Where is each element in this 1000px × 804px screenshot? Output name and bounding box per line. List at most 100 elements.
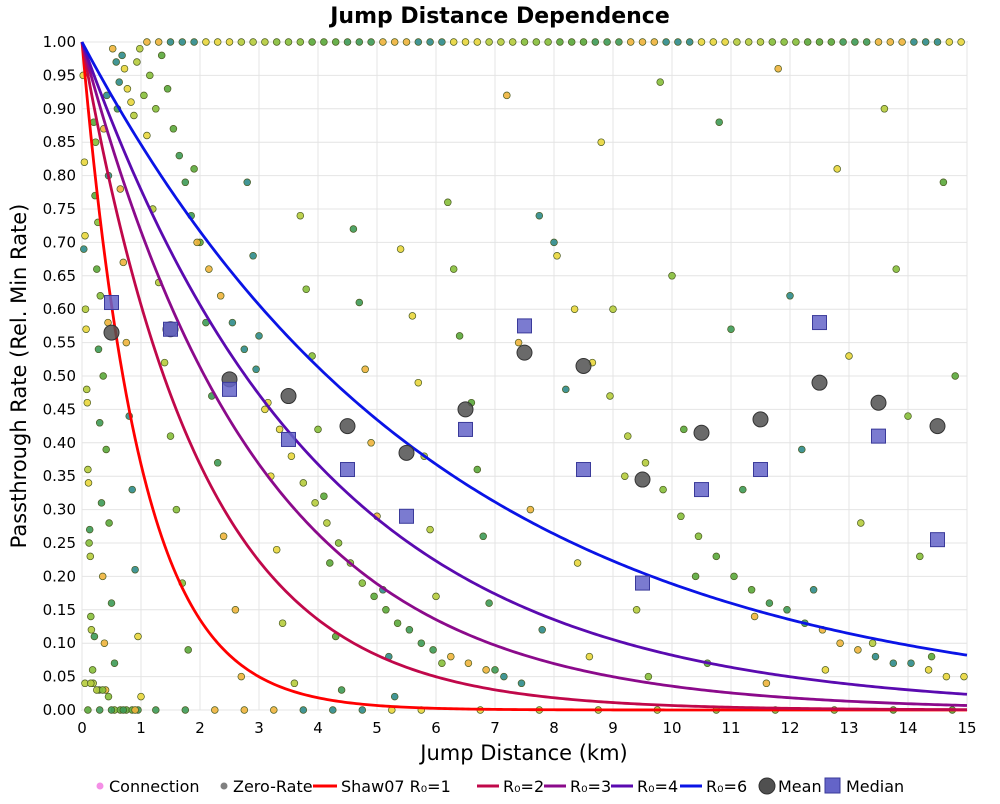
scatter-point bbox=[712, 552, 721, 561]
x-tick-label: 9 bbox=[608, 719, 618, 737]
scatter-point bbox=[621, 472, 629, 480]
scatter-point bbox=[98, 686, 107, 694]
mean-marker bbox=[811, 374, 828, 391]
scatter-point bbox=[323, 519, 331, 527]
scatter-point bbox=[809, 586, 818, 594]
chart-title: Jump Distance Dependence bbox=[328, 4, 670, 29]
scatter-point bbox=[272, 545, 281, 554]
scatter-point bbox=[143, 131, 151, 140]
scatter-point bbox=[85, 539, 93, 547]
x-axis-label: Jump Distance (km) bbox=[418, 741, 627, 765]
scatter-point bbox=[326, 559, 334, 567]
legend-zero-rate-marker bbox=[220, 782, 228, 790]
x-tick-label: 4 bbox=[313, 719, 323, 737]
scatter-point bbox=[86, 552, 95, 561]
scatter-point bbox=[455, 332, 464, 340]
scatter-point bbox=[367, 439, 375, 447]
x-tick-label: 0 bbox=[77, 719, 87, 737]
scatter-point bbox=[709, 38, 718, 46]
scatter-point bbox=[957, 38, 965, 46]
scatter-point bbox=[641, 459, 650, 467]
mean-marker bbox=[398, 444, 415, 461]
chart-legend: Connection Zero-Rate Shaw07 R₀=1 R₀=2 R₀… bbox=[96, 777, 904, 796]
median-marker bbox=[576, 462, 591, 478]
scatter-point bbox=[632, 606, 641, 614]
scatter-point bbox=[426, 38, 434, 46]
scatter-point bbox=[136, 44, 144, 53]
scatter-point bbox=[172, 505, 181, 514]
fit-curves bbox=[80, 41, 968, 712]
scatter-point bbox=[243, 178, 251, 187]
scatter-point bbox=[526, 505, 535, 514]
scatter-point bbox=[868, 639, 877, 647]
median-marker bbox=[458, 421, 473, 437]
scatter-point bbox=[659, 485, 667, 494]
y-tick-label: 0.75 bbox=[43, 200, 76, 218]
x-tick-label: 8 bbox=[549, 719, 559, 737]
y-tick-label: 0.80 bbox=[43, 167, 76, 185]
x-tick-label: 5 bbox=[372, 719, 382, 737]
scatter-point bbox=[107, 706, 116, 714]
scatter-point bbox=[556, 38, 564, 46]
y-tick-label: 0.95 bbox=[43, 66, 76, 84]
median-marker bbox=[517, 318, 532, 334]
scatter-point bbox=[104, 692, 113, 701]
scatter-point bbox=[461, 38, 470, 46]
mean-marker bbox=[929, 418, 946, 435]
scatter-point bbox=[219, 532, 228, 541]
y-tick-label: 0.55 bbox=[43, 334, 76, 352]
scatter-point bbox=[662, 38, 670, 46]
scatter-points bbox=[79, 38, 968, 714]
scatter-point bbox=[691, 572, 700, 581]
scatter-point bbox=[845, 352, 853, 360]
scatter-point bbox=[181, 178, 190, 187]
scatter-point bbox=[482, 666, 490, 674]
legend-r1-label: Shaw07 R₀=1 bbox=[341, 777, 451, 796]
scatter-point bbox=[87, 612, 95, 621]
scatter-point bbox=[898, 38, 906, 46]
scatter-point bbox=[727, 325, 735, 333]
scatter-point bbox=[668, 272, 676, 280]
scatter-point bbox=[768, 38, 777, 46]
y-tick-label: 0.30 bbox=[43, 501, 76, 519]
scatter-point bbox=[213, 459, 222, 467]
scatter-point bbox=[393, 619, 402, 627]
scatter-point bbox=[491, 666, 499, 674]
scatter-point bbox=[567, 38, 576, 46]
scatter-point bbox=[85, 525, 94, 534]
scatter-point bbox=[134, 632, 142, 641]
scatter-point bbox=[123, 85, 132, 93]
median-marker bbox=[222, 381, 237, 397]
scatter-point bbox=[750, 612, 759, 621]
scatter-point bbox=[417, 639, 426, 647]
y-tick-label: 0.25 bbox=[43, 534, 76, 552]
scatter-point bbox=[88, 666, 97, 674]
scatter-point bbox=[697, 38, 706, 46]
median-marker bbox=[399, 508, 414, 524]
scatter-point bbox=[146, 71, 154, 80]
scatter-point bbox=[916, 552, 924, 561]
scatter-point bbox=[408, 312, 417, 320]
scatter-point bbox=[414, 378, 423, 387]
scatter-point bbox=[839, 38, 847, 46]
scatter-point bbox=[553, 252, 561, 260]
median-marker bbox=[635, 575, 650, 591]
scatter-point bbox=[674, 38, 682, 46]
legend-connection-marker bbox=[96, 782, 104, 790]
scatter-point bbox=[237, 672, 246, 681]
scatter-point bbox=[780, 38, 788, 46]
scatter-point bbox=[166, 432, 175, 440]
scatter-point bbox=[721, 38, 729, 46]
median-marker bbox=[930, 532, 945, 548]
legend-r6-label: R₀=6 bbox=[706, 777, 747, 796]
scatter-point bbox=[910, 38, 918, 46]
scatter-point bbox=[538, 626, 546, 634]
scatter-point bbox=[447, 652, 455, 661]
scatter-point bbox=[202, 38, 210, 46]
scatter-point bbox=[644, 672, 653, 681]
scatter-point bbox=[118, 51, 126, 60]
median-marker bbox=[104, 295, 119, 311]
scatter-point bbox=[786, 292, 794, 300]
scatter-point bbox=[370, 592, 378, 601]
scatter-point bbox=[143, 38, 151, 46]
